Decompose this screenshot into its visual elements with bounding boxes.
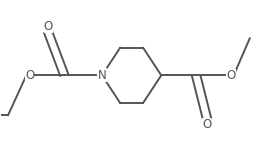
- Text: O: O: [25, 69, 34, 82]
- Text: O: O: [226, 69, 235, 82]
- Text: O: O: [44, 20, 53, 33]
- Text: O: O: [202, 118, 211, 131]
- Text: N: N: [98, 69, 106, 82]
